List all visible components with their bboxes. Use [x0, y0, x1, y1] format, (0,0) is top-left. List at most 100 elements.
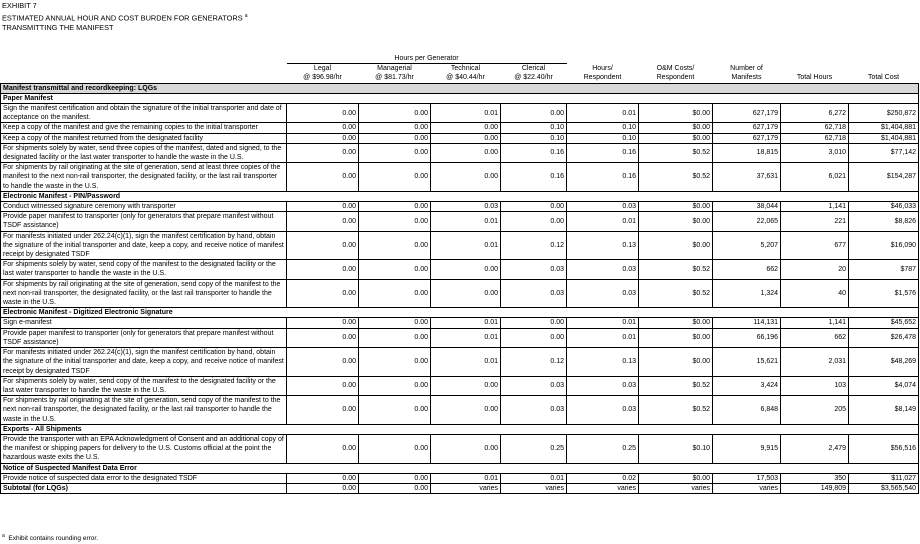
cell: 0.00: [358, 395, 431, 425]
cell: 0.03: [499, 259, 568, 280]
cell: $0.52: [638, 395, 714, 425]
cell: 0.00: [430, 395, 501, 425]
table-head: Hours per Generator Legal Managerial Techni…: [0, 54, 919, 84]
cell: 0.00: [286, 122, 359, 134]
cell: 0.10: [566, 122, 640, 134]
cell: 662: [712, 259, 782, 280]
activity-label: For manifests initiated under 262.24(c)(…: [0, 347, 287, 377]
cell: 0.00: [430, 162, 501, 192]
cell: 0.00: [286, 142, 359, 164]
cell: 0.03: [566, 278, 640, 309]
cell: 0.01: [499, 472, 568, 484]
column-header: @ $22.40/hr: [500, 73, 567, 84]
cell: 0.01: [566, 103, 640, 124]
cell: 0.00: [358, 132, 431, 144]
cell: 0.00: [499, 317, 568, 329]
cell: 0.10: [499, 122, 568, 134]
cell: 114,131: [712, 317, 782, 329]
cell: 0.00: [499, 103, 568, 124]
data-row: For shipments by rail originating at the…: [0, 162, 920, 192]
cell: $1,576: [848, 278, 920, 309]
cell: 1,324: [712, 278, 782, 309]
cell: 62,718: [780, 122, 850, 134]
cell: 0.00: [286, 230, 359, 261]
cell: $1,404,881: [848, 132, 920, 144]
cell: 0.00: [286, 259, 359, 280]
header-row: Legal Managerial Technical Clerical Hours/O&…: [1, 64, 919, 74]
data-row: For manifests initiated under 262.24(c)(…: [0, 230, 920, 261]
cell: $0.00: [638, 230, 714, 261]
cell: 0.00: [430, 142, 501, 164]
cell: 0.00: [286, 395, 359, 425]
title: ESTIMATED ANNUAL HOUR AND COST BURDEN FO…: [2, 13, 243, 23]
cell: 0.00: [286, 278, 359, 309]
cell: 0.00: [358, 142, 431, 164]
activity-label: For manifests initiated under 262.24(c)(…: [0, 230, 287, 261]
cell: 0.00: [286, 201, 359, 213]
cell: $46,033: [848, 201, 920, 213]
cell: 0.01: [430, 103, 501, 124]
activity-label: Provide paper manifest to transporter (o…: [0, 327, 287, 349]
cell: 62,718: [780, 132, 850, 144]
cell: 0.25: [499, 433, 568, 464]
activity-label: For shipments solely by water, send copy…: [0, 375, 287, 397]
cell: $8,149: [848, 395, 920, 425]
header-blank: [849, 64, 919, 74]
cell: $16,090: [848, 230, 920, 261]
cell: $0.00: [638, 122, 714, 134]
activity-label: Provide paper manifest to transporter (o…: [0, 211, 287, 232]
activity-label: Sign e-manifest: [0, 317, 287, 329]
column-header: Manifests: [712, 73, 781, 84]
subsection-title: Notice of Suspected Manifest Data Error: [0, 462, 920, 474]
cell: $0.00: [638, 201, 714, 213]
cell: 0.00: [358, 103, 431, 124]
cell: 15,621: [712, 347, 782, 377]
column-header: Hours/: [592, 65, 613, 73]
subtitle: TRANSMITTING THE MANIFEST: [2, 23, 114, 33]
cell: 0.00: [358, 433, 431, 464]
cell: 0.03: [566, 375, 640, 397]
cell: 0.13: [566, 347, 640, 377]
cell: 0.12: [499, 230, 568, 261]
header-blank: [567, 54, 919, 64]
subsection-row: Electronic Manifest - Digitized Electron…: [0, 307, 920, 319]
column-header: @ $96.98/hr: [286, 73, 359, 84]
data-row: Provide paper manifest to transporter (o…: [0, 211, 920, 232]
cell: $48,269: [848, 347, 920, 377]
header-row: @ $96.98/hr @ $81.73/hr @ $40.44/hr @ $22.4…: [0, 73, 919, 84]
data-row: For shipments by rail originating at the…: [0, 395, 920, 425]
cell: 0.00: [358, 162, 431, 192]
cell: 0.03: [566, 259, 640, 280]
activity-label: Conduct witnessed signature ceremony wit…: [0, 201, 287, 213]
cell: varies: [638, 482, 714, 495]
cell: $0.00: [638, 472, 714, 484]
cell: 20: [780, 259, 850, 280]
cell: 627,179: [712, 103, 782, 124]
data-row: Provide the transporter with an EPA Ackn…: [0, 433, 920, 464]
activity-label: For shipments solely by water, send thre…: [0, 142, 287, 164]
cell: $11,027: [848, 472, 920, 484]
header: EXHIBIT 7 ESTIMATED ANNUAL HOUR AND COST…: [2, 1, 247, 33]
cell: 0.25: [566, 433, 640, 464]
cell: 662: [780, 327, 850, 349]
subsection-row: Paper Manifest: [0, 92, 920, 105]
cell: 6,272: [780, 103, 850, 124]
column-header: @ $81.73/hr: [358, 73, 431, 84]
data-row: For shipments solely by water, send copy…: [0, 259, 920, 280]
cell: 0.01: [430, 472, 501, 484]
cell: 0.00: [430, 375, 501, 397]
cell: 0.03: [566, 201, 640, 213]
subsection-row: Electronic Manifest - PIN/Password: [0, 190, 920, 203]
cell: 0.00: [430, 278, 501, 309]
cell: $8,826: [848, 211, 920, 232]
activity-label: Provide the transporter with an EPA Ackn…: [0, 433, 287, 464]
cell: 627,179: [712, 132, 782, 144]
cell: 0.00: [358, 375, 431, 397]
cell: 9,915: [712, 433, 782, 464]
cell: varies: [499, 482, 568, 495]
cell: $3,565,540: [848, 482, 920, 495]
cell: $0.52: [638, 259, 714, 280]
cell: 103: [780, 375, 850, 397]
cell: 221: [780, 211, 850, 232]
